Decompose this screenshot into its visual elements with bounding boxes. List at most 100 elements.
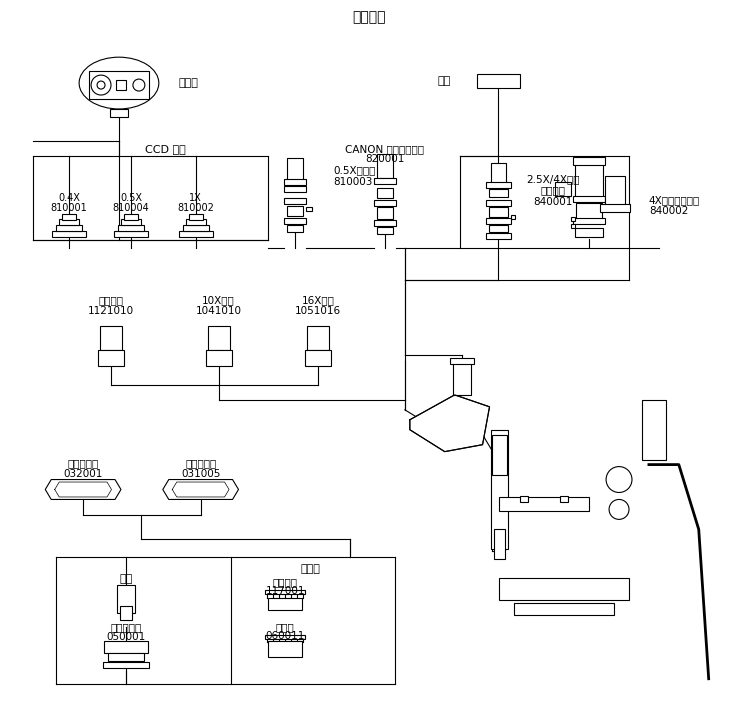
Bar (374, 200, 396, 206)
Text: 0.4X: 0.4X (58, 193, 80, 203)
Bar (377, 154, 393, 178)
Bar (514, 603, 614, 615)
Bar (265, 635, 305, 639)
Bar (56, 224, 82, 231)
Text: 060011: 060011 (265, 631, 305, 641)
Bar (287, 224, 303, 232)
Bar (488, 206, 508, 216)
Bar (576, 203, 602, 219)
Bar (89, 71, 149, 99)
Text: 10X目镜: 10X目镜 (202, 296, 235, 306)
Bar (573, 218, 605, 224)
Bar (205, 350, 231, 366)
Bar (573, 196, 605, 201)
Text: 1051016: 1051016 (295, 306, 341, 316)
Bar (486, 234, 511, 239)
Bar (374, 178, 396, 183)
Bar (285, 198, 306, 203)
Text: 四孔转换器: 四孔转换器 (185, 459, 217, 469)
Bar (575, 160, 603, 198)
Bar (268, 598, 302, 610)
Bar (520, 496, 528, 503)
Bar (500, 578, 629, 600)
Text: 4X对焦摄影装置
840002: 4X对焦摄影装置 840002 (649, 195, 700, 216)
Bar (285, 179, 306, 185)
Text: 五孔转换器: 五孔转换器 (67, 459, 99, 469)
Text: 0.5X带分划
810003: 0.5X带分划 810003 (333, 165, 375, 186)
Text: 050001: 050001 (106, 632, 146, 642)
Bar (500, 498, 589, 511)
Bar (374, 219, 396, 226)
Text: 物镜: 物镜 (119, 574, 132, 584)
Bar (62, 214, 76, 219)
Text: 滤色片: 滤色片 (300, 564, 320, 574)
Bar (511, 214, 515, 219)
Bar (117, 585, 135, 613)
Text: 视场光栏: 视场光栏 (273, 577, 298, 587)
Text: 1041010: 1041010 (196, 306, 242, 316)
Text: 集光器: 集光器 (276, 622, 295, 632)
Bar (116, 80, 126, 90)
Bar (185, 219, 205, 224)
Bar (265, 590, 305, 594)
Bar (306, 206, 312, 211)
Text: CCD 接头: CCD 接头 (146, 144, 186, 154)
Bar (600, 203, 630, 211)
Bar (377, 226, 393, 234)
Bar (605, 175, 625, 206)
Bar (575, 227, 603, 237)
Bar (571, 216, 575, 221)
Bar (188, 214, 202, 219)
Bar (103, 661, 149, 668)
Bar (642, 400, 666, 459)
Bar (492, 435, 507, 475)
Bar (377, 206, 393, 219)
Bar (208, 326, 230, 350)
Bar (108, 653, 144, 661)
Bar (179, 232, 213, 237)
Text: 031005: 031005 (181, 469, 220, 479)
Text: 032001: 032001 (64, 469, 103, 479)
Bar (491, 162, 506, 183)
Text: 820001: 820001 (365, 154, 405, 164)
Bar (124, 214, 138, 219)
Bar (491, 430, 508, 549)
Bar (494, 529, 505, 559)
Text: 系统图解: 系统图解 (353, 10, 386, 24)
Bar (477, 74, 520, 88)
Bar (555, 182, 571, 196)
Bar (98, 350, 124, 366)
Bar (488, 224, 508, 232)
Text: 0.5X: 0.5X (120, 193, 142, 203)
Text: 117001: 117001 (265, 586, 305, 596)
Bar (560, 496, 568, 503)
Polygon shape (45, 480, 121, 500)
Bar (305, 350, 331, 366)
Polygon shape (410, 395, 489, 452)
Text: 810001: 810001 (51, 203, 87, 213)
Bar (450, 358, 474, 364)
Bar (307, 326, 329, 350)
Bar (285, 186, 306, 192)
Bar (377, 188, 393, 198)
Text: 摄像仪: 摄像仪 (179, 78, 199, 88)
Bar (287, 157, 303, 180)
Polygon shape (163, 480, 239, 500)
Bar (287, 206, 303, 216)
Bar (285, 218, 306, 224)
Bar (183, 224, 208, 231)
Bar (104, 641, 148, 653)
Bar (486, 218, 511, 224)
Text: 810004: 810004 (112, 203, 149, 213)
Bar (268, 641, 302, 657)
Bar (121, 219, 141, 224)
Bar (486, 182, 511, 188)
Bar (114, 232, 148, 237)
Bar (100, 326, 122, 350)
Bar (120, 606, 132, 620)
Text: CANON 数码相机接头: CANON 数码相机接头 (345, 144, 424, 154)
Ellipse shape (79, 58, 159, 109)
Bar (52, 232, 86, 237)
Bar (486, 200, 511, 206)
Bar (118, 224, 144, 231)
